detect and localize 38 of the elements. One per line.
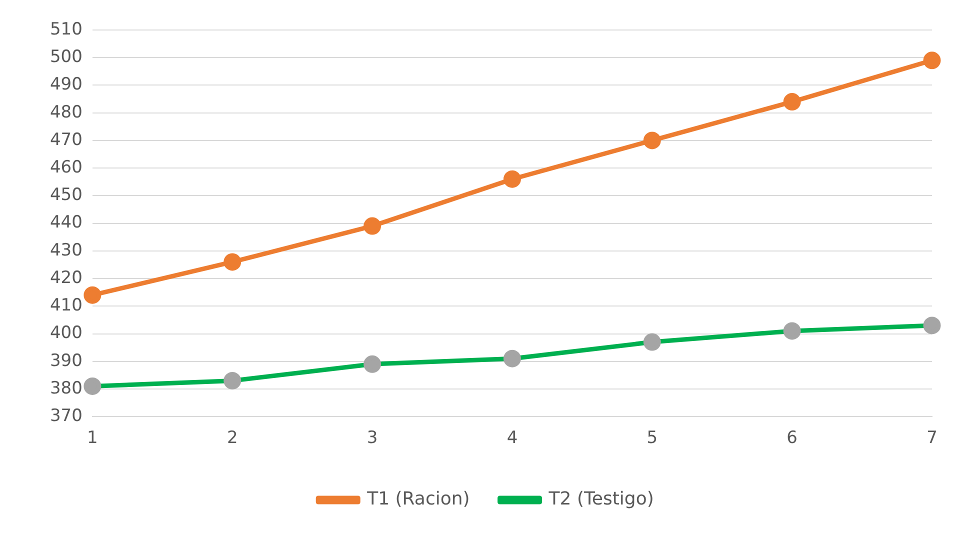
point <box>643 333 661 351</box>
y-tick-label: 500 <box>50 47 82 68</box>
point <box>364 217 382 235</box>
x-tick-label: 5 <box>646 428 658 448</box>
point <box>783 93 801 111</box>
y-tick-label: 450 <box>50 185 82 206</box>
point <box>783 322 801 340</box>
point <box>364 355 382 373</box>
y-tick-label: 490 <box>50 74 82 95</box>
y-tick-label: 470 <box>50 130 82 150</box>
x-tick-label: 6 <box>786 428 798 448</box>
point <box>84 377 102 395</box>
point <box>84 286 102 304</box>
y-tick-label: 420 <box>50 268 82 288</box>
point <box>923 52 941 70</box>
y-tick-label: 440 <box>50 212 82 233</box>
y-tick-label: 460 <box>50 157 82 178</box>
x-tick-label: 1 <box>87 428 98 448</box>
y-tick-label: 370 <box>50 406 82 426</box>
legend-label: T1 (Racion) <box>366 488 470 510</box>
y-tick-label: 480 <box>50 102 82 122</box>
y-tick-label: 510 <box>50 19 82 40</box>
x-tick-label: 2 <box>226 428 238 448</box>
x-tick-label: 3 <box>366 428 378 448</box>
y-tick-label: 410 <box>50 296 82 316</box>
point <box>643 132 661 150</box>
y-tick-label: 380 <box>50 378 82 398</box>
legend-label: T2 (Testigo) <box>548 488 654 510</box>
point <box>923 316 941 334</box>
point <box>503 350 521 368</box>
point <box>224 372 242 390</box>
x-tick-label: 7 <box>926 428 938 448</box>
y-tick-label: 400 <box>50 323 82 344</box>
y-tick-label: 390 <box>50 350 82 371</box>
point <box>224 253 242 271</box>
y-tick-label: 430 <box>50 240 82 260</box>
point <box>503 170 521 188</box>
x-tick-label: 4 <box>506 428 518 448</box>
